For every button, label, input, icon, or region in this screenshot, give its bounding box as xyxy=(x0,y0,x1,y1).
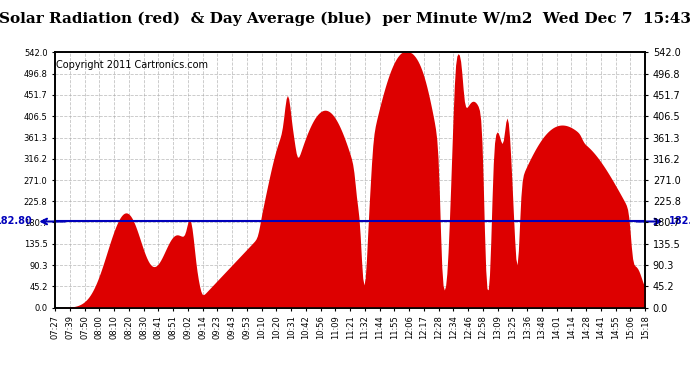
Text: 182.80: 182.80 xyxy=(669,216,690,226)
Text: 182.80: 182.80 xyxy=(0,216,32,226)
Text: Solar Radiation (red)  & Day Average (blue)  per Minute W/m2  Wed Dec 7  15:43: Solar Radiation (red) & Day Average (blu… xyxy=(0,11,690,26)
Text: Copyright 2011 Cartronics.com: Copyright 2011 Cartronics.com xyxy=(57,60,208,70)
